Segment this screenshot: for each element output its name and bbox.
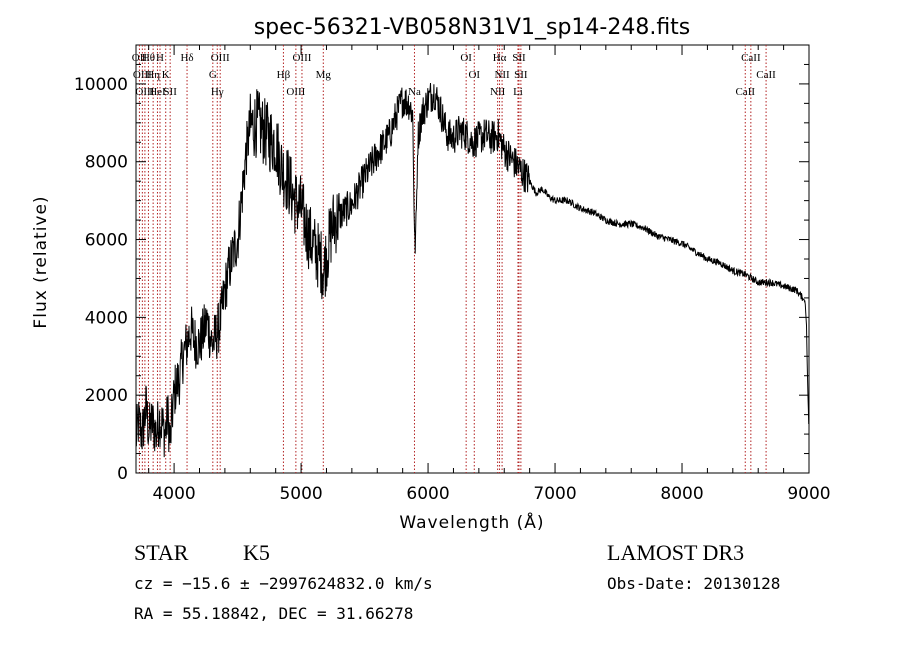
line-marker-label-24: SII — [512, 52, 526, 64]
line-marker-label-20: NII — [490, 86, 506, 98]
y-tick-label-0: 0 — [117, 464, 128, 484]
y-tick-label-1: 2000 — [85, 386, 128, 406]
coordinates: RA = 55.18842, DEC = 31.66278 — [134, 604, 413, 623]
line-marker-label-23: Li — [513, 86, 523, 98]
line-marker-label-21: Hα — [493, 52, 507, 64]
line-marker-label-12: OIII — [211, 52, 230, 64]
line-marker-label-13: Hβ — [277, 69, 291, 81]
line-marker-label-5: HeI — [149, 86, 166, 98]
line-marker-label-11: Hγ — [211, 86, 224, 98]
line-marker-label-1: OIII — [133, 69, 152, 81]
x-tick-label-2: 6000 — [406, 484, 449, 504]
line-marker-label-0: OII — [132, 52, 148, 64]
x-tick-label-4: 8000 — [660, 484, 703, 504]
line-marker-label-3: Hθ — [142, 52, 155, 64]
line-marker-label-14: OIII — [286, 86, 305, 98]
line-marker-label-18: OI — [460, 52, 472, 64]
axis-ticks — [136, 45, 810, 474]
line-marker-label-6: H — [156, 52, 164, 64]
line-marker-label-9: Hδ — [180, 52, 193, 64]
line-marker-label-28: CaII — [756, 69, 776, 81]
line-marker-label-2: OIII — [135, 86, 154, 98]
y-tick-label-4: 8000 — [85, 153, 128, 173]
line-marker-label-10: G — [209, 69, 217, 81]
line-marker-label-8: SII — [163, 86, 177, 98]
line-marker-label-16: Mg — [316, 69, 332, 81]
line-markers — [138, 45, 767, 473]
line-marker-label-17: Na — [408, 86, 421, 98]
class-label: STAR — [134, 540, 189, 565]
line-marker-label-7: K — [162, 69, 170, 81]
line-marker-label-15: OIII — [292, 52, 311, 64]
redshift-line: cz = −15.6 ± −2997624832.0 km/s — [134, 574, 433, 593]
x-tick-label-3: 7000 — [533, 484, 576, 504]
y-tick-label-3: 6000 — [85, 231, 128, 251]
spectrum-series-line — [135, 82, 810, 458]
line-marker-labels: OIIOIIIOIIIHθHηHeIHKSIIHδGHγOIIIHβOIIIOI… — [132, 52, 776, 98]
obs-date: Obs-Date: 20130128 — [607, 574, 780, 593]
x-axis-label: Wavelength (Å) — [399, 511, 544, 533]
y-tick-label-2: 4000 — [85, 308, 128, 328]
line-marker-label-26: CaII — [735, 86, 755, 98]
y-axis-label: Flux (relative) — [31, 195, 51, 328]
subclass-label: K5 — [243, 540, 270, 565]
line-marker-label-19: OI — [468, 69, 480, 81]
axis-tick-labels: 4000 5000 6000 7000 8000 9000 0 2000 4000 6000 800… — [74, 75, 831, 504]
survey-label: LAMOST DR3 — [607, 540, 744, 565]
line-marker-label-27: CaII — [741, 52, 761, 64]
line-marker-label-25: SII — [514, 69, 528, 81]
line-marker-label-22: NII — [494, 69, 510, 81]
x-tick-label-1: 5000 — [279, 484, 322, 504]
x-tick-label-0: 4000 — [152, 484, 195, 504]
line-marker-label-4: Hη — [146, 69, 160, 81]
y-tick-label-5: 10000 — [74, 75, 128, 95]
chart-title: spec-56321-VB058N31V1_sp14-248.fits — [254, 15, 691, 40]
x-tick-label-5: 9000 — [787, 484, 830, 504]
